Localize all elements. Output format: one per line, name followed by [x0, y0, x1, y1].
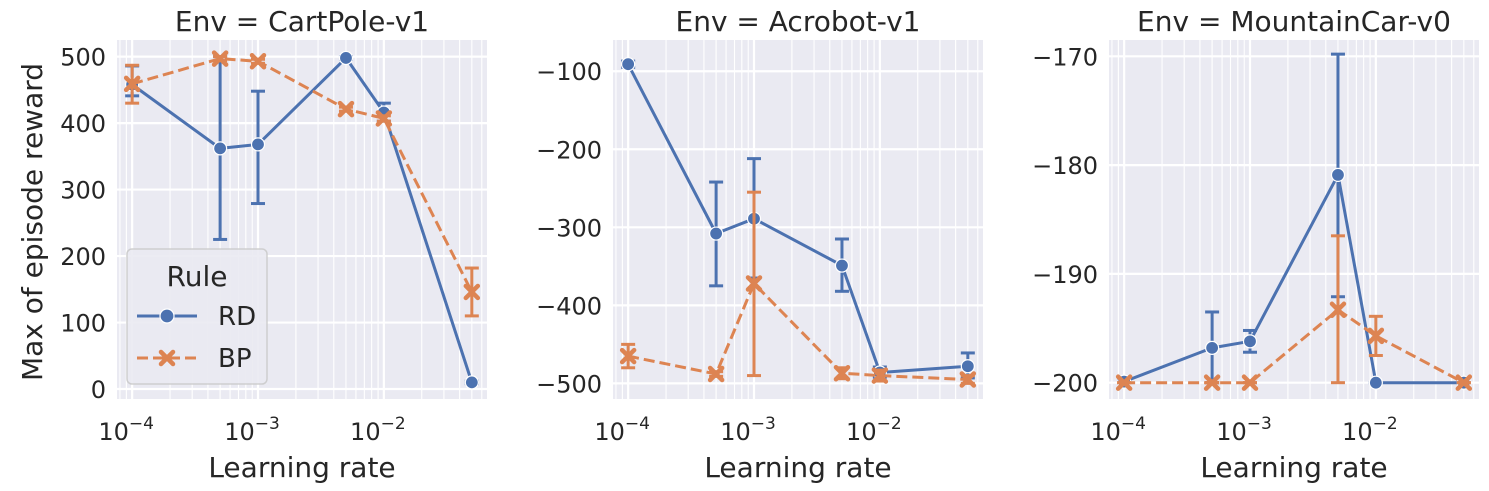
- data-point: [1330, 167, 1346, 182]
- x-tick-label: 10−4: [98, 414, 154, 446]
- data-point: [1368, 375, 1383, 390]
- legend-marker: [159, 308, 175, 324]
- data-point: [707, 365, 725, 383]
- data-point: [960, 359, 975, 374]
- x-tick-label: 10−4: [594, 414, 650, 446]
- panel-title: Env = MountainCar-v0: [1137, 5, 1451, 38]
- y-tick-label: 100: [60, 310, 106, 338]
- data-point: [1329, 301, 1347, 319]
- x-tick-label: 10−4: [1090, 414, 1146, 446]
- data-point: [1242, 334, 1258, 349]
- plot-area: [613, 40, 983, 399]
- data-point: [338, 50, 354, 66]
- x-tick-label: 10−2: [350, 414, 406, 446]
- data-point: [464, 375, 479, 390]
- x-tick-label: 10−2: [846, 414, 902, 446]
- data-point: [375, 110, 393, 127]
- series-line: [627, 282, 968, 381]
- y-tick-label: −180: [1032, 152, 1098, 180]
- y-tick-label: −400: [536, 292, 602, 320]
- series-bp: [123, 50, 481, 318]
- data-point: [621, 57, 636, 72]
- data-point: [1205, 340, 1220, 355]
- data-point: [123, 75, 141, 93]
- y-tick-label: −100: [536, 58, 602, 86]
- legend-label: RD: [218, 302, 256, 332]
- data-point: [1203, 374, 1221, 391]
- data-point: [213, 141, 228, 156]
- data-point: [1367, 327, 1385, 345]
- y-tick-label: −500: [536, 370, 602, 398]
- y-tick-label: 300: [60, 177, 106, 205]
- data-point: [337, 100, 355, 118]
- y-tick-label: −300: [536, 214, 602, 242]
- data-point: [1455, 374, 1473, 391]
- series-line: [131, 57, 474, 293]
- data-point: [871, 367, 889, 384]
- x-tick-label: 10−3: [1216, 414, 1272, 446]
- data-point: [249, 53, 267, 70]
- data-point: [709, 226, 724, 241]
- y-tick-label: −200: [1032, 370, 1098, 398]
- legend-marker: [158, 349, 176, 367]
- legend-title: Rule: [167, 260, 228, 293]
- data-point: [211, 50, 229, 67]
- x-tick-label: 10−3: [224, 414, 280, 446]
- data-point: [250, 137, 266, 152]
- y-tick-label: 500: [60, 44, 106, 72]
- y-tick-label: 400: [60, 110, 106, 138]
- series-bp: [1115, 234, 1473, 391]
- y-tick-label: 0: [91, 376, 106, 404]
- legend-label: BP: [218, 344, 252, 374]
- panel-title: Env = CartPole-v1: [175, 5, 429, 38]
- series-line: [1123, 173, 1464, 385]
- y-tick-label: −200: [536, 136, 602, 164]
- series-line: [1124, 308, 1465, 385]
- data-point: [745, 275, 763, 292]
- panel-title: Env = Acrobot-v1: [676, 5, 921, 38]
- data-point: [463, 283, 481, 301]
- y-tick-label: −170: [1032, 43, 1098, 71]
- series-line: [626, 63, 968, 374]
- data-point: [1241, 374, 1259, 391]
- data-point: [1115, 374, 1133, 391]
- data-point: [833, 364, 851, 382]
- data-point: [619, 347, 637, 365]
- plot-area: [1109, 40, 1479, 399]
- data-point: [959, 371, 977, 388]
- x-tick-label: 10−3: [720, 414, 776, 446]
- legend: Rule RD BP: [126, 248, 268, 385]
- data-point: [834, 258, 850, 273]
- x-axis-label: Learning rate: [704, 451, 891, 484]
- x-axis-label: Learning rate: [1200, 451, 1387, 484]
- series-line: [131, 56, 474, 383]
- series-bp: [619, 190, 977, 388]
- x-axis-label: Learning rate: [208, 451, 395, 484]
- panel-1: 10−4 10−3 10−2 0 100 200 300 400 500 Env = CartPo…: [60, 5, 487, 484]
- x-tick-label: 10−2: [1342, 414, 1398, 446]
- panel-2: 10−4 10−3 10−2 −500 −400 −300 −200 −100 Env = Ac…: [536, 5, 983, 484]
- y-axis-label: Max of episode reward: [16, 63, 49, 381]
- y-tick-label: −190: [1032, 261, 1098, 289]
- panel-3: 10−4 10−3 10−2 −200 −190 −180 −170 Env = Mounta…: [1032, 5, 1479, 484]
- y-tick-label: 200: [60, 243, 106, 271]
- panels: 10−4 10−3 10−2 0 100 200 300 400 500 Env = CartPo…: [60, 5, 1479, 484]
